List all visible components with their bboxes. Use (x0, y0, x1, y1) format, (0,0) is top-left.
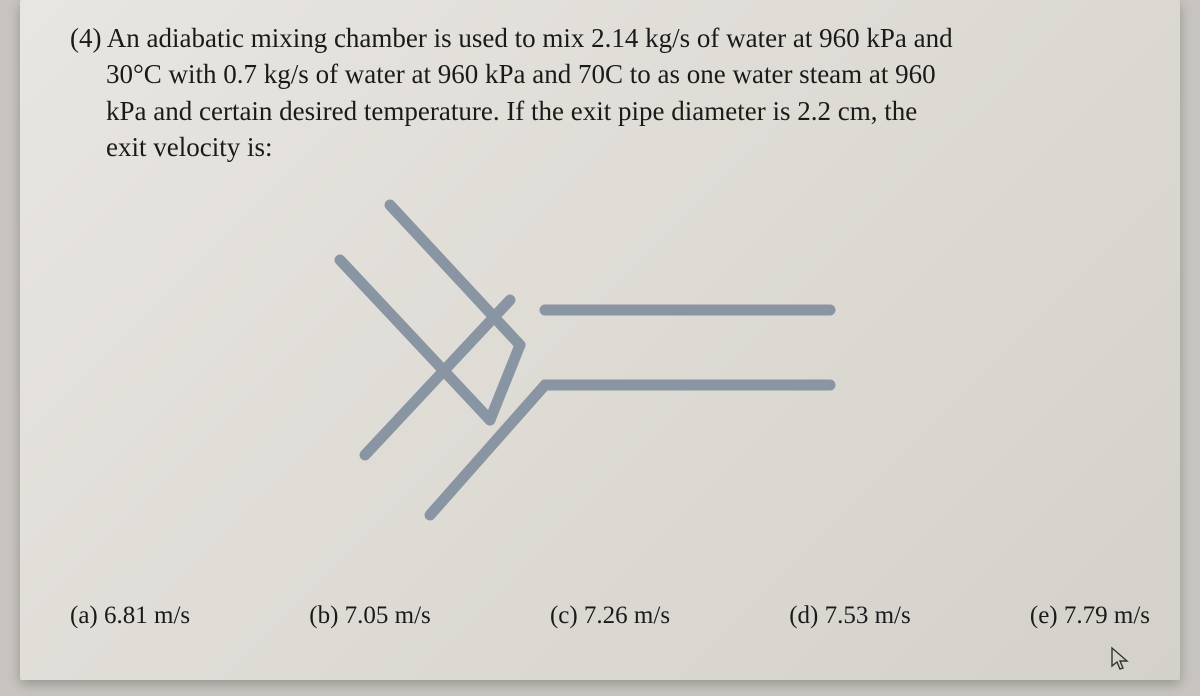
option-a[interactable]: (a) 6.81 m/s (70, 602, 190, 630)
cursor-icon (1110, 646, 1130, 672)
question-line-4: exit velocity is: (70, 129, 1130, 165)
question-line-2: 30°C with 0.7 kg/s of water at 960 kPa a… (70, 56, 1130, 92)
answer-options: (a) 6.81 m/s (b) 7.05 m/s (c) 7.26 m/s (… (70, 602, 1150, 630)
question-line-3: kPa and certain desired temperature. If … (70, 93, 1130, 129)
option-c[interactable]: (c) 7.26 m/s (550, 602, 670, 630)
mixing-chamber-diagram (300, 195, 860, 525)
option-d[interactable]: (d) 7.53 m/s (789, 602, 911, 630)
option-b[interactable]: (b) 7.05 m/s (309, 602, 431, 630)
question-number: (4) (70, 23, 101, 53)
question-line-1: An adiabatic mixing chamber is used to m… (107, 23, 953, 53)
question-text: (4) An adiabatic mixing chamber is used … (70, 20, 1130, 166)
option-e[interactable]: (e) 7.79 m/s (1030, 602, 1150, 630)
paper-sheet: (4) An adiabatic mixing chamber is used … (20, 0, 1180, 680)
